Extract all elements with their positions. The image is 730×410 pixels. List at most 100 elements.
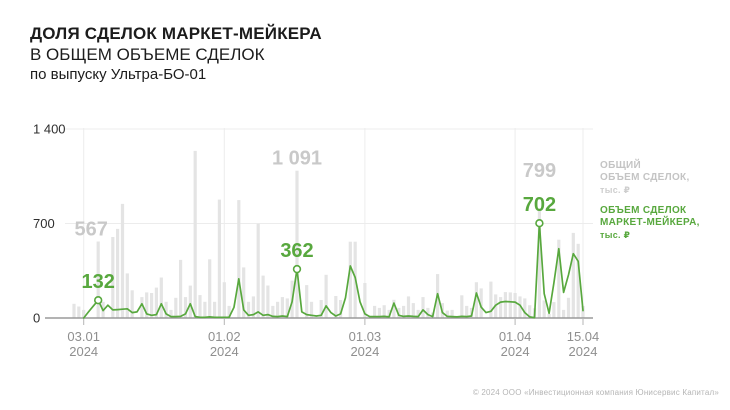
total-annotation: 1 091 [272, 148, 322, 170]
x-tick-year: 2024 [501, 344, 530, 359]
x-tick-year: 2024 [569, 344, 598, 359]
volume-bar [305, 285, 309, 318]
volume-bar [324, 274, 328, 318]
volume-bar [562, 309, 566, 318]
volume-bar [581, 305, 585, 318]
volume-bar [508, 292, 512, 318]
x-tick-label: 03.01 [67, 329, 100, 344]
page-subtitle: по выпуску Ультра-БО-01 [30, 66, 207, 83]
volume-bar [213, 301, 217, 318]
volume-bar [183, 297, 188, 318]
x-tick-year: 2024 [350, 344, 379, 359]
volume-bar [164, 301, 168, 318]
volume-bar [387, 309, 391, 318]
volume-bar [309, 301, 314, 318]
volume-bar [174, 297, 178, 318]
volume-bar [528, 305, 532, 318]
volume-bar [489, 281, 493, 318]
mm-line-series [82, 222, 584, 319]
x-axis [45, 317, 593, 325]
volume-bar [547, 313, 551, 318]
legend-total-unit: тыс. ₽ [600, 185, 631, 195]
volume-bar [513, 293, 517, 318]
volume-bar [276, 301, 280, 318]
x-tick-year: 2024 [210, 344, 239, 359]
mm-point-marker [292, 264, 302, 274]
x-tick-year: 2024 [69, 344, 98, 359]
x-axis-labels: 03.01202401.02202401.03202401.04202415.0… [67, 329, 599, 359]
volume-bar [445, 310, 449, 318]
volume-bar [392, 299, 396, 318]
legend-mm-unit: тыс. ₽ [600, 230, 631, 240]
mm-annotation: 702 [523, 194, 556, 216]
legend-mm-volume: ОБЪЕМ СДЕЛОК МАРКЕТ-МЕЙКЕРА, тыс. ₽ [600, 205, 726, 241]
volume-bar [406, 296, 411, 318]
legend-total-line2: ОБЪЕМ СДЕЛОК, [600, 172, 690, 183]
volume-bar [373, 305, 377, 318]
volume-bar [217, 199, 221, 318]
legend-mm-line2: МАРКЕТ-МЕЙКЕРА, [600, 217, 700, 228]
volume-bar [426, 307, 430, 318]
volume-bar [571, 232, 575, 318]
volume-bar [159, 277, 163, 318]
volume-bar [116, 228, 120, 318]
chart-legend: ОБЩИЙ ОБЪЕМ СДЕЛОК, тыс. ₽ ОБЪЕМ СДЕЛОК … [600, 160, 726, 241]
y-tick-label: 1 400 [33, 122, 66, 137]
volume-bar [348, 241, 352, 318]
volume-bar [246, 301, 251, 318]
volume-bar [111, 237, 115, 318]
volume-bar [154, 287, 158, 318]
total-annotation: 567 [75, 219, 108, 241]
volume-bar [411, 303, 415, 318]
volume-bar [523, 298, 527, 318]
volume-bar [227, 305, 231, 318]
legend-total-line1: ОБЩИЙ [600, 160, 642, 171]
volume-bar [499, 297, 503, 318]
mm-point-marker [535, 219, 544, 228]
volume-bar [450, 309, 454, 318]
volume-bar [416, 309, 420, 318]
volume-bar [140, 297, 144, 318]
volume-bar [334, 296, 338, 318]
total-annotation: 799 [523, 160, 556, 182]
volume-bar [82, 309, 86, 318]
volume-bar [285, 298, 289, 318]
y-tick-label: 0 [33, 311, 40, 326]
legend-total-volume: ОБЩИЙ ОБЪЕМ СДЕЛОК, тыс. ₽ [600, 160, 726, 196]
x-tick-label: 01.04 [499, 329, 532, 344]
volume-bar [222, 282, 226, 318]
volume-bar [503, 292, 507, 318]
volume-bar [566, 297, 571, 318]
volume-bar [557, 239, 561, 318]
page-title: ДОЛЯ СДЕЛОК МАРКЕТ-МЕЙКЕРА [30, 24, 322, 43]
volume-bar [397, 307, 401, 318]
volume-bar [295, 170, 299, 318]
volume-bar [261, 275, 265, 318]
volume-bar [552, 302, 556, 318]
horizontal-gridlines [65, 128, 593, 224]
volume-bar [237, 200, 241, 318]
volume-bar [120, 203, 125, 318]
volume-bar [319, 300, 323, 318]
volume-bar [518, 296, 522, 318]
volume-bar [169, 309, 173, 318]
volume-bar [402, 305, 406, 318]
volume-bar [542, 300, 546, 318]
copyright-note: © 2024 ООО «Инвестиционная компания Юнис… [472, 388, 719, 397]
volume-bar [145, 292, 149, 318]
volume-bar [96, 241, 100, 318]
volume-bar [198, 295, 202, 318]
volume-bar [77, 306, 81, 318]
volume-bar [130, 290, 134, 318]
volume-bar [576, 243, 580, 318]
mm-line [82, 222, 584, 319]
volume-bar [474, 282, 478, 318]
volume-bar [339, 300, 343, 318]
volume-bar [125, 273, 129, 318]
annotation-labels: 567 132 1 091 362 799 702 [75, 148, 556, 305]
volume-bar [382, 305, 386, 318]
volume-bar [377, 307, 381, 318]
x-tick-label: 01.02 [208, 329, 241, 344]
